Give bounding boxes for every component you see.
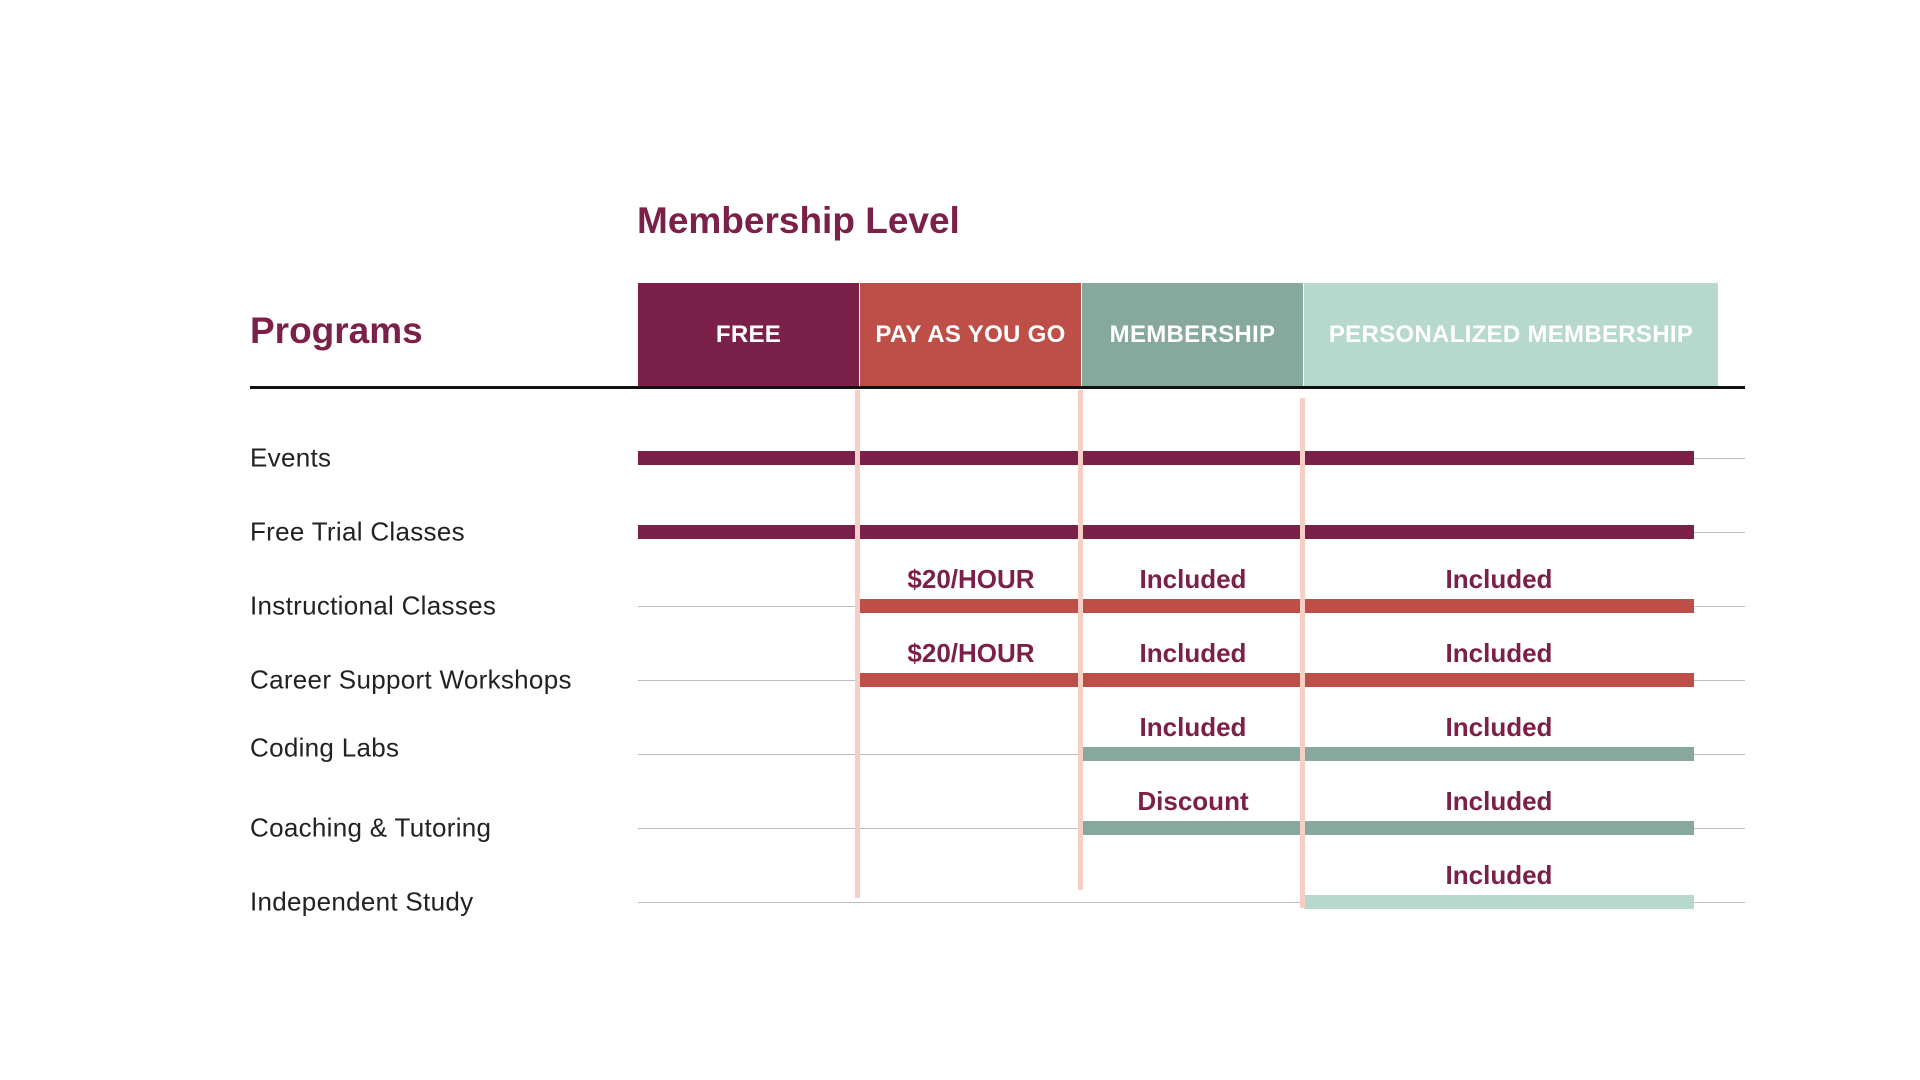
row-guide-line xyxy=(638,902,1745,903)
program-label: Coaching & Tutoring xyxy=(250,812,492,843)
coverage-bar xyxy=(638,525,1694,539)
program-label: Free Trial Classes xyxy=(250,516,465,547)
level-divider xyxy=(1300,398,1305,908)
program-label: Coding Labs xyxy=(250,732,400,763)
cell-value: Included xyxy=(1445,638,1553,668)
level-divider xyxy=(1078,390,1083,890)
coverage-bar xyxy=(638,451,1694,465)
coverage-bar xyxy=(860,599,1694,613)
cell-value: Included xyxy=(1139,712,1247,742)
cell-value: $20/HOUR xyxy=(907,564,1035,594)
cell-value: Included xyxy=(1445,712,1553,742)
coverage-bar xyxy=(1082,821,1694,835)
level-header-membership: MEMBERSHIP xyxy=(1082,283,1303,386)
program-label: Independent Study xyxy=(250,886,474,917)
cell-value: Included xyxy=(1139,638,1247,668)
membership-level-title: Membership Level xyxy=(637,200,960,241)
level-header-personalized: PERSONALIZED MEMBERSHIP xyxy=(1304,283,1718,386)
level-header-payg: PAY AS YOU GO xyxy=(860,283,1081,386)
coverage-bar xyxy=(860,673,1694,687)
cell-value: Included xyxy=(1445,564,1553,594)
cell-value: Discount xyxy=(1137,786,1249,816)
programs-title: Programs xyxy=(250,310,423,351)
coverage-bar xyxy=(1082,747,1694,761)
cell-value: Included xyxy=(1139,564,1247,594)
coverage-bar xyxy=(1304,895,1694,909)
program-label: Instructional Classes xyxy=(250,590,497,621)
program-label: Career Support Workshops xyxy=(250,664,572,695)
level-header-free: FREE xyxy=(638,283,859,386)
level-divider xyxy=(855,390,860,898)
cell-value: Included xyxy=(1445,786,1553,816)
program-label: Events xyxy=(250,442,332,473)
header-rule xyxy=(250,386,1745,389)
cell-value: $20/HOUR xyxy=(907,638,1035,668)
cell-value: Included xyxy=(1445,860,1553,890)
